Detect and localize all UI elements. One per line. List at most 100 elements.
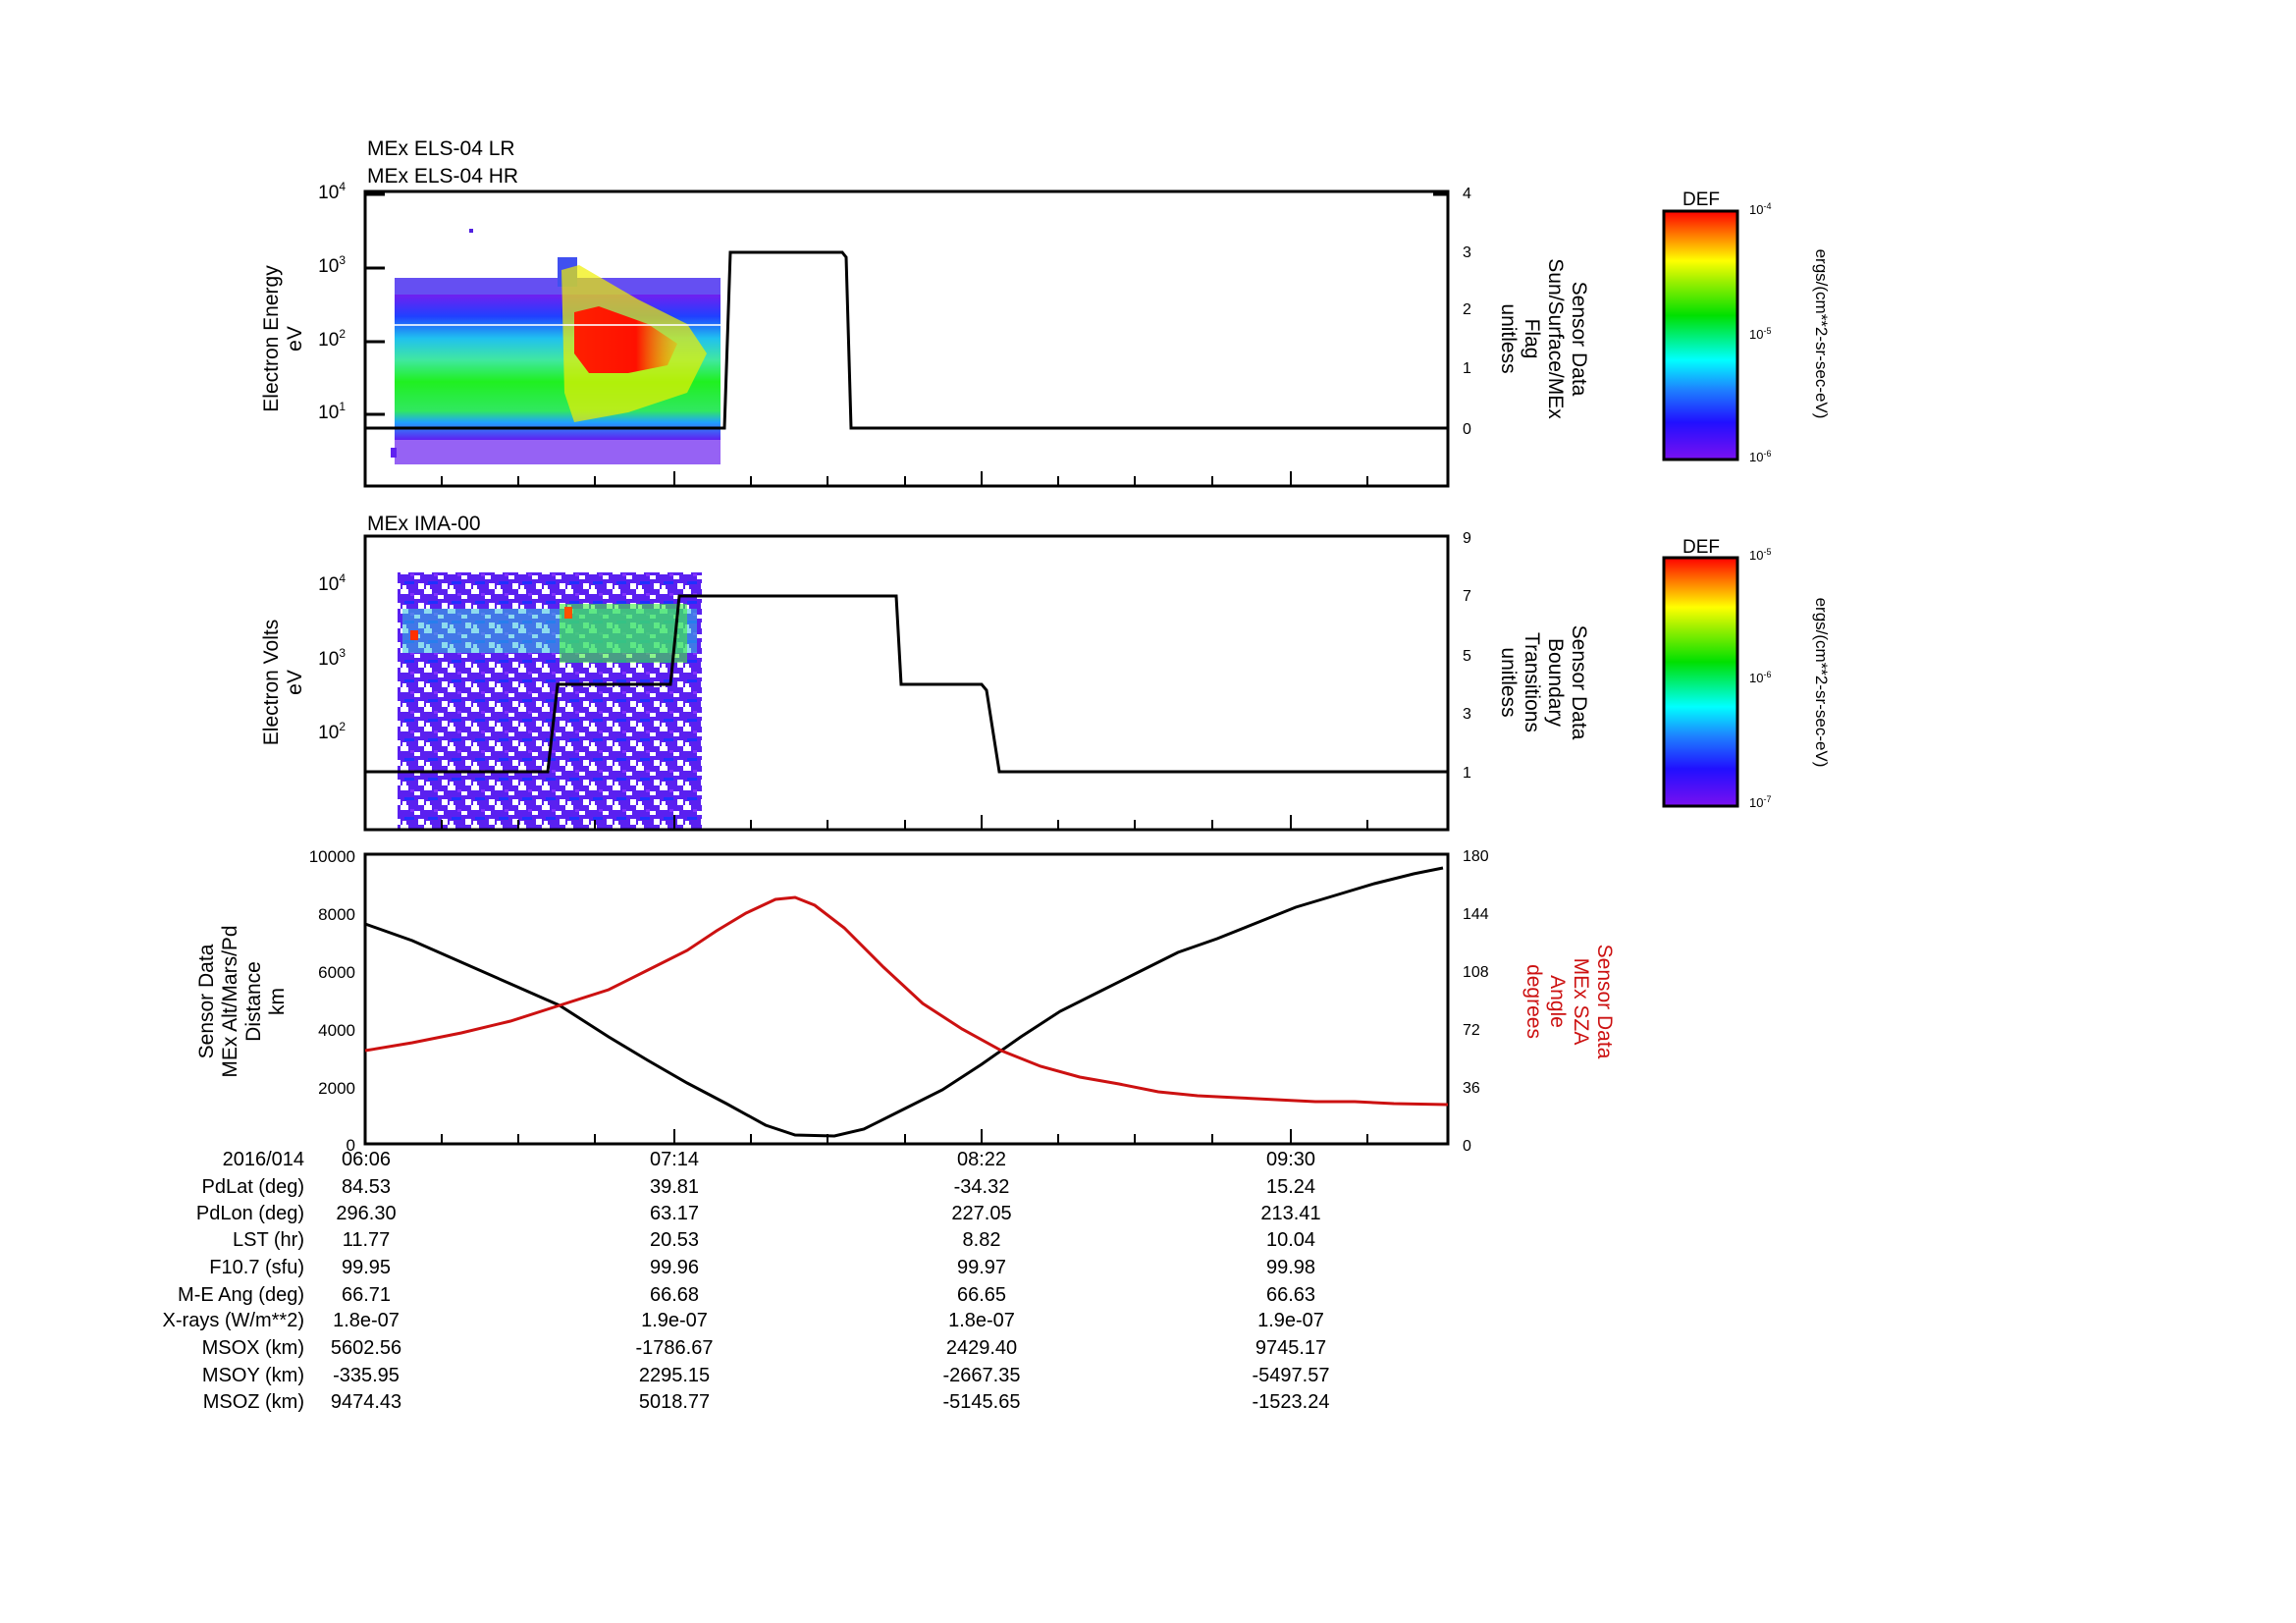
table-cell: 66.68 bbox=[649, 1284, 700, 1306]
svg-text:10-6: 10-6 bbox=[1749, 670, 1771, 685]
els-spectrogram bbox=[391, 229, 721, 464]
els-colorbar-title: DEF bbox=[1682, 189, 1720, 210]
ima-colorbar: DEF 10-5 10-6 10-7 ergs/(cm**2-sr-sec-eV… bbox=[1662, 537, 1831, 810]
ima-frame bbox=[363, 534, 1450, 832]
svg-text:102: 102 bbox=[318, 720, 346, 743]
table-cell: 5018.77 bbox=[638, 1391, 711, 1413]
svg-text:1: 1 bbox=[1463, 765, 1471, 782]
ima-y2label-3: Transitions bbox=[1521, 632, 1543, 732]
table-cell: 213.41 bbox=[1260, 1203, 1321, 1224]
svg-text:9: 9 bbox=[1463, 530, 1471, 547]
table-cell: 99.98 bbox=[1265, 1257, 1316, 1278]
svg-text:102: 102 bbox=[318, 327, 346, 351]
svg-text:10-5: 10-5 bbox=[1749, 547, 1771, 563]
table-cell: 10.04 bbox=[1265, 1229, 1316, 1251]
els-y2label-1: Sensor Data bbox=[1568, 282, 1590, 397]
orbit-ylabel-2: MEx Alt/Mars/Pd bbox=[219, 925, 241, 1077]
row-label-msox: MSOX (km) bbox=[201, 1337, 304, 1359]
svg-text:10-6: 10-6 bbox=[1749, 449, 1771, 464]
table-cell: 20.53 bbox=[649, 1229, 700, 1251]
els-flag-line bbox=[365, 250, 1448, 430]
orbit-y2label-2: MEx SZA bbox=[1570, 958, 1592, 1046]
ima-spectrogram bbox=[398, 572, 702, 830]
els-ylabel: Electron Energy bbox=[260, 265, 283, 412]
orbit-ylabel-3: Distance bbox=[242, 961, 265, 1042]
ima-ylabel-unit: eV bbox=[284, 670, 306, 695]
table-cell: 11.77 bbox=[342, 1229, 391, 1251]
svg-text:36: 36 bbox=[1463, 1080, 1480, 1097]
ima-y2label-1: Sensor Data bbox=[1568, 625, 1590, 740]
time-tick: 06:06 bbox=[341, 1149, 392, 1170]
panel-ima: 104 103 102 9 7 5 3 1 MEx IMA-00 Electro… bbox=[260, 513, 1831, 832]
table-cell: 84.53 bbox=[341, 1176, 392, 1198]
table-cell: 5602.56 bbox=[330, 1337, 402, 1359]
orbit-frame bbox=[363, 852, 1450, 1146]
time-tick: 08:22 bbox=[956, 1149, 1007, 1170]
ima-colorbar-units: ergs/(cm**2-sr-sec-eV) bbox=[1812, 598, 1831, 768]
orbit-y2label-4: degrees bbox=[1522, 964, 1545, 1039]
table-cell: 39.81 bbox=[649, 1176, 700, 1198]
table-cell: 227.05 bbox=[951, 1203, 1012, 1224]
table-cell: 9474.43 bbox=[330, 1391, 402, 1413]
orbit-ylabel-1: Sensor Data bbox=[195, 944, 218, 1058]
svg-text:5: 5 bbox=[1463, 648, 1471, 665]
row-label-pdlon: PdLon (deg) bbox=[195, 1203, 304, 1224]
table-cell: 66.63 bbox=[1265, 1284, 1316, 1306]
svg-text:10-5: 10-5 bbox=[1749, 326, 1771, 342]
table-cell: 99.95 bbox=[341, 1257, 392, 1278]
ima-boundary-line bbox=[365, 594, 1448, 774]
table-cell: 1.9e-07 bbox=[641, 1310, 708, 1331]
row-label-pdlat: PdLat (deg) bbox=[201, 1176, 304, 1198]
svg-text:0: 0 bbox=[347, 1136, 355, 1155]
row-label-date: 2016/014 bbox=[222, 1149, 304, 1170]
ima-y2label-4: unitless bbox=[1497, 647, 1520, 717]
svg-text:104: 104 bbox=[318, 571, 346, 595]
els-frame bbox=[363, 189, 1450, 488]
table-cell: 1.9e-07 bbox=[1257, 1310, 1324, 1331]
els-colorbar-units: ergs/(cm**2-sr-sec-eV) bbox=[1812, 249, 1831, 419]
els-y2label-4: unitless bbox=[1497, 303, 1520, 373]
row-label-msoz: MSOZ (km) bbox=[202, 1391, 304, 1413]
row-label-msoy: MSOY (km) bbox=[201, 1365, 304, 1386]
svg-text:8000: 8000 bbox=[318, 905, 355, 924]
svg-text:2: 2 bbox=[1463, 301, 1471, 318]
table-cell: 296.30 bbox=[336, 1203, 397, 1224]
els-colorbar: DEF 10-4 10-5 10-6 ergs/(cm**2-sr-sec-eV… bbox=[1662, 189, 1831, 464]
els-title-hr: MEx ELS-04 HR bbox=[367, 165, 518, 188]
table-cell: -1786.67 bbox=[635, 1337, 714, 1359]
table-cell: 2295.15 bbox=[638, 1365, 711, 1386]
table-cell: -2667.35 bbox=[942, 1365, 1021, 1386]
svg-text:3: 3 bbox=[1463, 244, 1471, 261]
svg-text:0: 0 bbox=[1463, 421, 1471, 438]
svg-text:108: 108 bbox=[1463, 964, 1489, 981]
svg-text:6000: 6000 bbox=[318, 963, 355, 982]
svg-text:0: 0 bbox=[1463, 1138, 1471, 1155]
svg-text:103: 103 bbox=[318, 253, 346, 277]
row-label-me-ang: M-E Ang (deg) bbox=[178, 1284, 304, 1306]
svg-text:104: 104 bbox=[318, 180, 346, 203]
orbit-ylabel-4: km bbox=[266, 988, 289, 1015]
x-axis-ticks bbox=[441, 471, 1368, 1144]
sza-line bbox=[364, 895, 1449, 1107]
table-cell: 66.65 bbox=[956, 1284, 1007, 1306]
table-cell: 63.17 bbox=[649, 1203, 700, 1224]
svg-text:10-7: 10-7 bbox=[1749, 794, 1771, 810]
svg-text:180: 180 bbox=[1463, 848, 1489, 865]
time-tick: 07:14 bbox=[649, 1149, 700, 1170]
table-cell: -1523.24 bbox=[1252, 1391, 1330, 1413]
row-label-xrays: X-rays (W/m**2) bbox=[162, 1310, 304, 1331]
svg-text:7: 7 bbox=[1463, 588, 1471, 605]
svg-text:4: 4 bbox=[1463, 186, 1471, 202]
svg-text:1: 1 bbox=[1463, 360, 1471, 377]
time-tick: 09:30 bbox=[1265, 1149, 1316, 1170]
svg-text:10000: 10000 bbox=[309, 847, 355, 866]
row-label-f107: F10.7 (sfu) bbox=[209, 1257, 304, 1278]
ima-ylabel: Electron Volts bbox=[260, 620, 283, 745]
els-y2label-2: Sun/Surface/MEx bbox=[1544, 258, 1567, 419]
els-y2label-3: Flag bbox=[1521, 319, 1543, 359]
table-cell: 99.96 bbox=[649, 1257, 700, 1278]
table-cell: -335.95 bbox=[333, 1365, 400, 1386]
svg-text:72: 72 bbox=[1463, 1022, 1480, 1039]
altitude-line bbox=[364, 866, 1444, 1138]
